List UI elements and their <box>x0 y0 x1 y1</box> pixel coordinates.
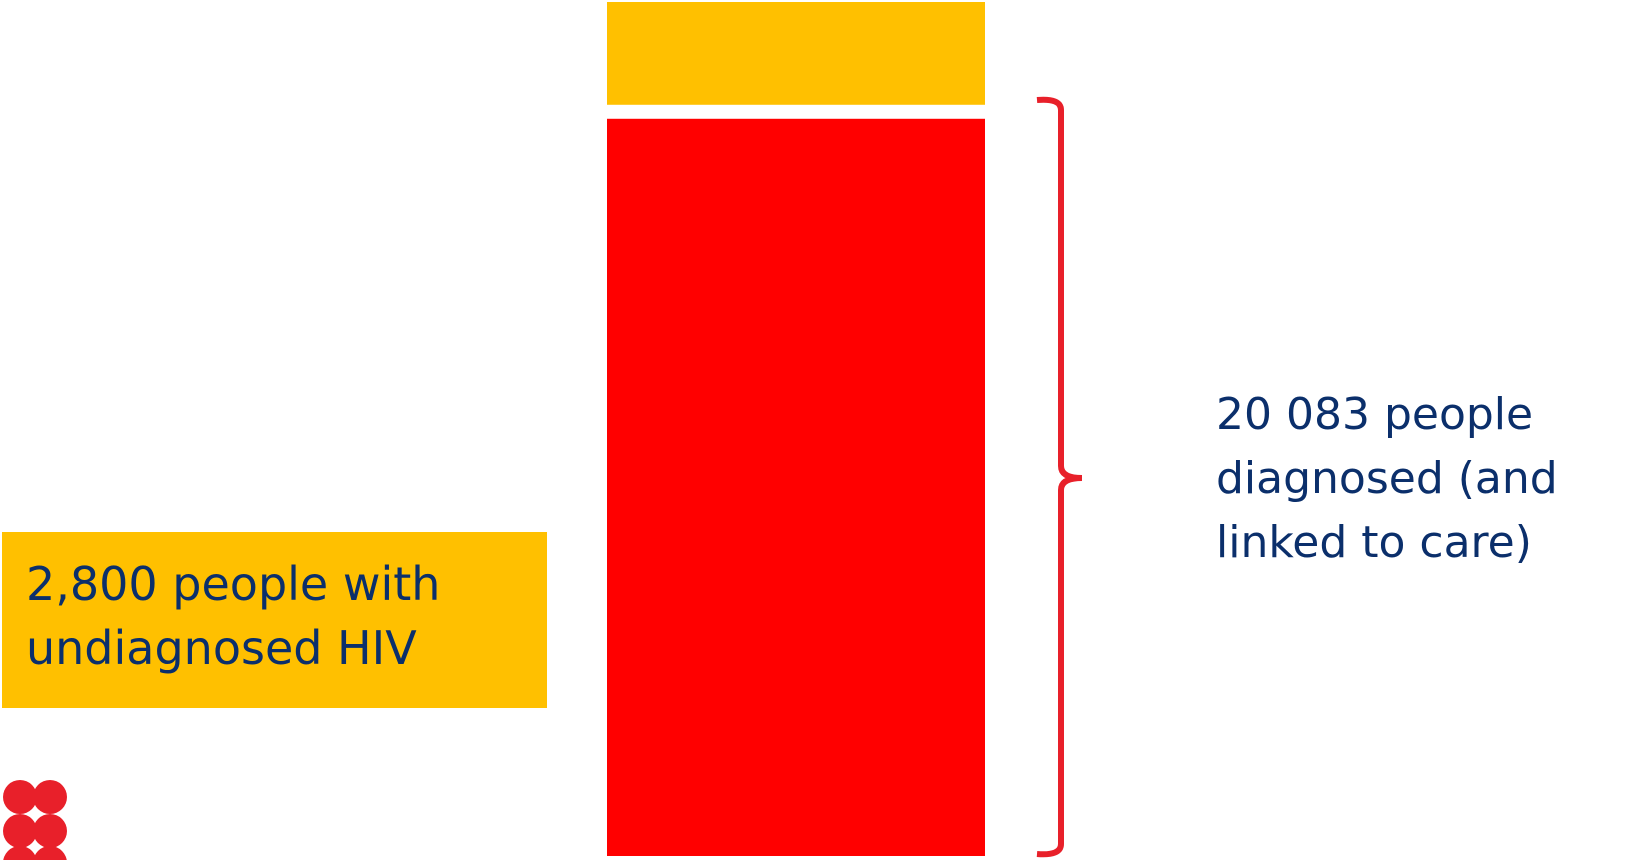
undiagnosed-label: 2,800 people with undiagnosed HIV <box>2 532 547 708</box>
bar-segment <box>607 118 985 856</box>
bar-segment <box>607 1 985 105</box>
diagnosed-label: 20 083 people diagnosed (and linked to c… <box>1216 389 1558 568</box>
bracket <box>1036 96 1083 858</box>
logo <box>3 780 67 860</box>
